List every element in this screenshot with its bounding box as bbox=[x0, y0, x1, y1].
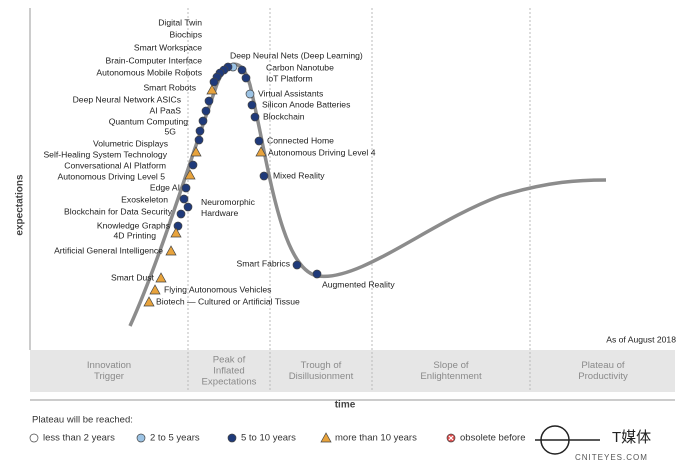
technology-label: Digital Twin bbox=[158, 17, 202, 27]
technology-label: Blockchain for Data Security bbox=[64, 206, 173, 216]
legend-label: more than 10 years bbox=[335, 433, 417, 444]
marker-circle bbox=[198, 116, 208, 126]
technology-label: Carbon Nanotube bbox=[266, 62, 334, 72]
marker-circle bbox=[29, 433, 39, 443]
technology-label: Autonomous Driving Level 4 bbox=[268, 147, 376, 157]
marker-circle bbox=[195, 126, 205, 136]
technology-label: Deep Neural Network ASICs bbox=[73, 94, 181, 104]
marker-triangle bbox=[206, 84, 218, 95]
marker-circle bbox=[181, 183, 191, 193]
technology-label: IoT Platform bbox=[266, 73, 313, 83]
marker-circle bbox=[188, 160, 198, 170]
technology-label: Biotech — Cultured or Artificial Tissue bbox=[156, 296, 300, 306]
marker-triangle bbox=[320, 432, 332, 443]
marker-triangle bbox=[255, 146, 267, 157]
marker-circle bbox=[245, 89, 255, 99]
technology-label: 4D Printing bbox=[113, 230, 156, 240]
marker-triangle bbox=[149, 284, 161, 295]
marker-triangle bbox=[165, 245, 177, 256]
marker-circle bbox=[237, 65, 247, 75]
technology-label: Flying Autonomous Vehicles bbox=[164, 284, 271, 294]
marker-x bbox=[448, 435, 454, 441]
technology-label: Deep Neural Nets (Deep Learning) bbox=[230, 50, 363, 60]
marker-circle bbox=[247, 100, 257, 110]
marker-triangle bbox=[155, 272, 167, 283]
marker-triangle bbox=[184, 169, 196, 180]
technology-label: Silicon Anode Batteries bbox=[262, 99, 350, 109]
marker-circle bbox=[183, 202, 193, 212]
phase-label: Productivity bbox=[578, 371, 628, 382]
technology-label: AI PaaS bbox=[149, 105, 181, 115]
technology-label: Virtual Assistants bbox=[258, 88, 323, 98]
marker-circle bbox=[241, 73, 251, 83]
technology-label: Edge AI bbox=[150, 182, 180, 192]
technology-label: Biochips bbox=[170, 29, 202, 39]
marker-circle bbox=[201, 106, 211, 116]
legend-title: Plateau will be reached: bbox=[32, 415, 133, 426]
phase-label: Plateau of bbox=[581, 360, 625, 371]
marker-circle bbox=[194, 135, 204, 145]
technology-label: Smart Robots bbox=[143, 82, 196, 92]
watermark-brand: T媒体 bbox=[612, 429, 651, 446]
marker-circle bbox=[209, 77, 219, 87]
y-axis-label: expectations bbox=[15, 174, 26, 236]
technology-label: Blockchain bbox=[263, 111, 305, 121]
technology-label-line: Hardware bbox=[201, 208, 238, 218]
technology-label: Augmented Reality bbox=[322, 279, 395, 289]
legend-label: 5 to 10 years bbox=[241, 433, 296, 444]
technology-label: Neuromorphic Hardware bbox=[201, 197, 256, 218]
technology-label: Mixed Reality bbox=[273, 170, 325, 180]
technology-label: Exoskeleton bbox=[121, 194, 168, 204]
phase-band bbox=[30, 350, 675, 392]
phase-label: Enlightenment bbox=[420, 371, 482, 382]
marker-circle bbox=[254, 136, 264, 146]
technology-label: Artificial General Intelligence bbox=[54, 245, 163, 255]
technology-label: 5G bbox=[165, 126, 177, 136]
technology-label: Smart Fabrics bbox=[237, 258, 290, 268]
marker-circle bbox=[292, 260, 302, 270]
technology-label-line: Neuromorphic bbox=[201, 197, 256, 207]
marker-triangle bbox=[143, 296, 155, 307]
technology-label: Self-Healing System Technology bbox=[43, 149, 167, 159]
legend-label: 2 to 5 years bbox=[150, 433, 200, 444]
technology-label: Autonomous Driving Level 5 bbox=[58, 171, 166, 181]
phase-label: Trigger bbox=[94, 371, 125, 382]
marker-circle bbox=[227, 433, 237, 443]
technology-label: Volumetric Displays bbox=[93, 138, 168, 148]
marker-triangle bbox=[190, 146, 202, 157]
technology-label: Smart Workspace bbox=[134, 42, 202, 52]
marker-circle bbox=[259, 171, 269, 181]
x-axis-label: time bbox=[335, 400, 356, 411]
technology-label: Connected Home bbox=[267, 135, 334, 145]
watermark-site: CNITEYES.COM bbox=[575, 453, 648, 462]
date-note: As of August 2018 bbox=[606, 334, 676, 344]
watermark-logo bbox=[540, 425, 570, 455]
phase-label: Peak of bbox=[213, 355, 246, 366]
technology-label: Conversational AI Platform bbox=[64, 160, 166, 170]
legend-label: obsolete before bbox=[460, 433, 526, 444]
technology-label: Quantum Computing bbox=[109, 116, 189, 126]
marker-circle bbox=[312, 269, 322, 279]
phase-label: Disillusionment bbox=[289, 371, 354, 382]
technology-label: Autonomous Mobile Robots bbox=[96, 67, 202, 77]
technology-label: Smart Dust bbox=[111, 272, 155, 282]
marker-triangle bbox=[170, 227, 182, 238]
phase-label: Trough of bbox=[301, 360, 342, 371]
marker-circle bbox=[179, 194, 189, 204]
phase-label: Innovation bbox=[87, 360, 131, 371]
marker-circle bbox=[204, 96, 214, 106]
technology-label: Brain-Computer Interface bbox=[106, 55, 203, 65]
technology-label: Knowledge Graphs bbox=[97, 220, 170, 230]
legend-label: less than 2 years bbox=[43, 433, 115, 444]
marker-circle bbox=[176, 209, 186, 219]
marker-circle bbox=[250, 112, 260, 122]
phase-label: Inflated bbox=[213, 366, 244, 377]
phase-label: Expectations bbox=[202, 377, 257, 388]
marker-circle bbox=[136, 433, 146, 443]
phase-label: Slope of bbox=[433, 360, 469, 371]
hype-curve bbox=[128, 62, 607, 327]
